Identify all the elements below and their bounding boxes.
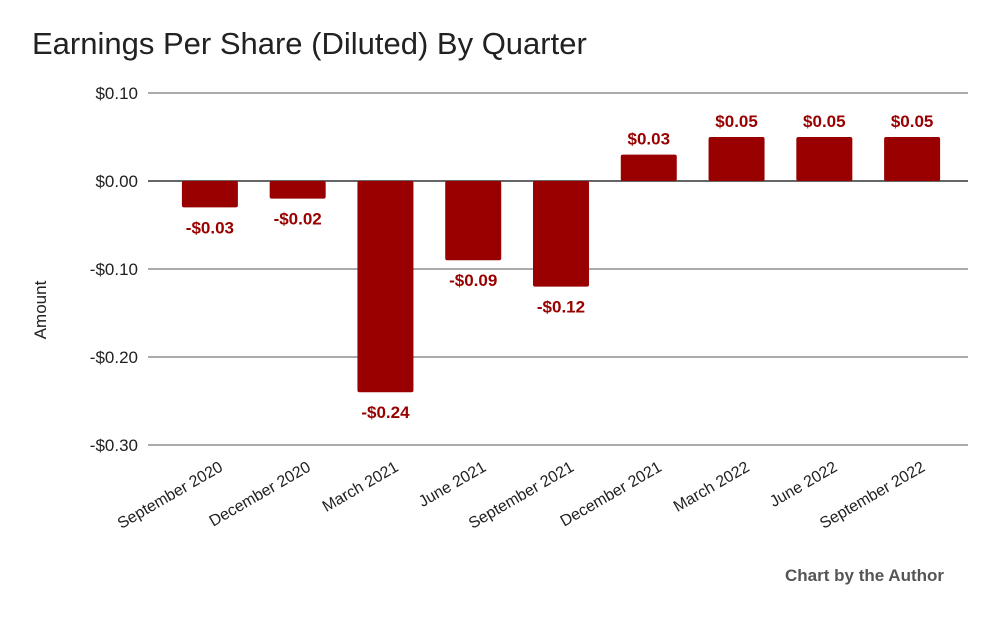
bars bbox=[181, 137, 941, 393]
chart-credit: Chart by the Author bbox=[785, 566, 944, 585]
data-label: $0.05 bbox=[715, 112, 758, 131]
data-label: -$0.12 bbox=[537, 298, 585, 317]
data-label: $0.05 bbox=[891, 112, 934, 131]
data-label: -$0.03 bbox=[186, 218, 234, 237]
x-tick-label: March 2021 bbox=[320, 459, 402, 516]
data-label: $0.05 bbox=[803, 112, 846, 131]
x-tick-label: June 2021 bbox=[416, 459, 489, 511]
bar bbox=[620, 154, 677, 181]
data-label: -$0.09 bbox=[449, 271, 497, 290]
data-label: $0.03 bbox=[628, 130, 671, 149]
bar bbox=[884, 137, 941, 181]
bar bbox=[796, 137, 853, 181]
y-tick-labels: $0.10 $0.00 -$0.10 -$0.20 -$0.30 bbox=[90, 84, 138, 455]
bar bbox=[181, 181, 238, 208]
bar bbox=[533, 181, 589, 287]
y-tick-label: -$0.20 bbox=[90, 348, 138, 367]
y-tick-label: -$0.10 bbox=[90, 260, 138, 279]
bar bbox=[445, 181, 502, 261]
y-axis-label: Amount bbox=[31, 280, 50, 339]
x-tick-label: March 2022 bbox=[671, 459, 753, 516]
bar bbox=[269, 181, 326, 199]
data-label: -$0.02 bbox=[274, 210, 322, 229]
data-labels: -$0.03 -$0.02 -$0.24 -$0.09 -$0.12 $0.03 $0.05… bbox=[186, 112, 934, 422]
bar bbox=[357, 181, 414, 393]
x-tick-label: June 2022 bbox=[767, 459, 840, 511]
data-label: -$0.24 bbox=[361, 403, 410, 422]
bar bbox=[708, 137, 765, 181]
y-tick-label: $0.10 bbox=[95, 84, 138, 103]
y-tick-label: -$0.30 bbox=[90, 436, 138, 455]
chart-title: Earnings Per Share (Diluted) By Quarter bbox=[32, 26, 587, 61]
y-tick-label: $0.00 bbox=[95, 172, 138, 191]
